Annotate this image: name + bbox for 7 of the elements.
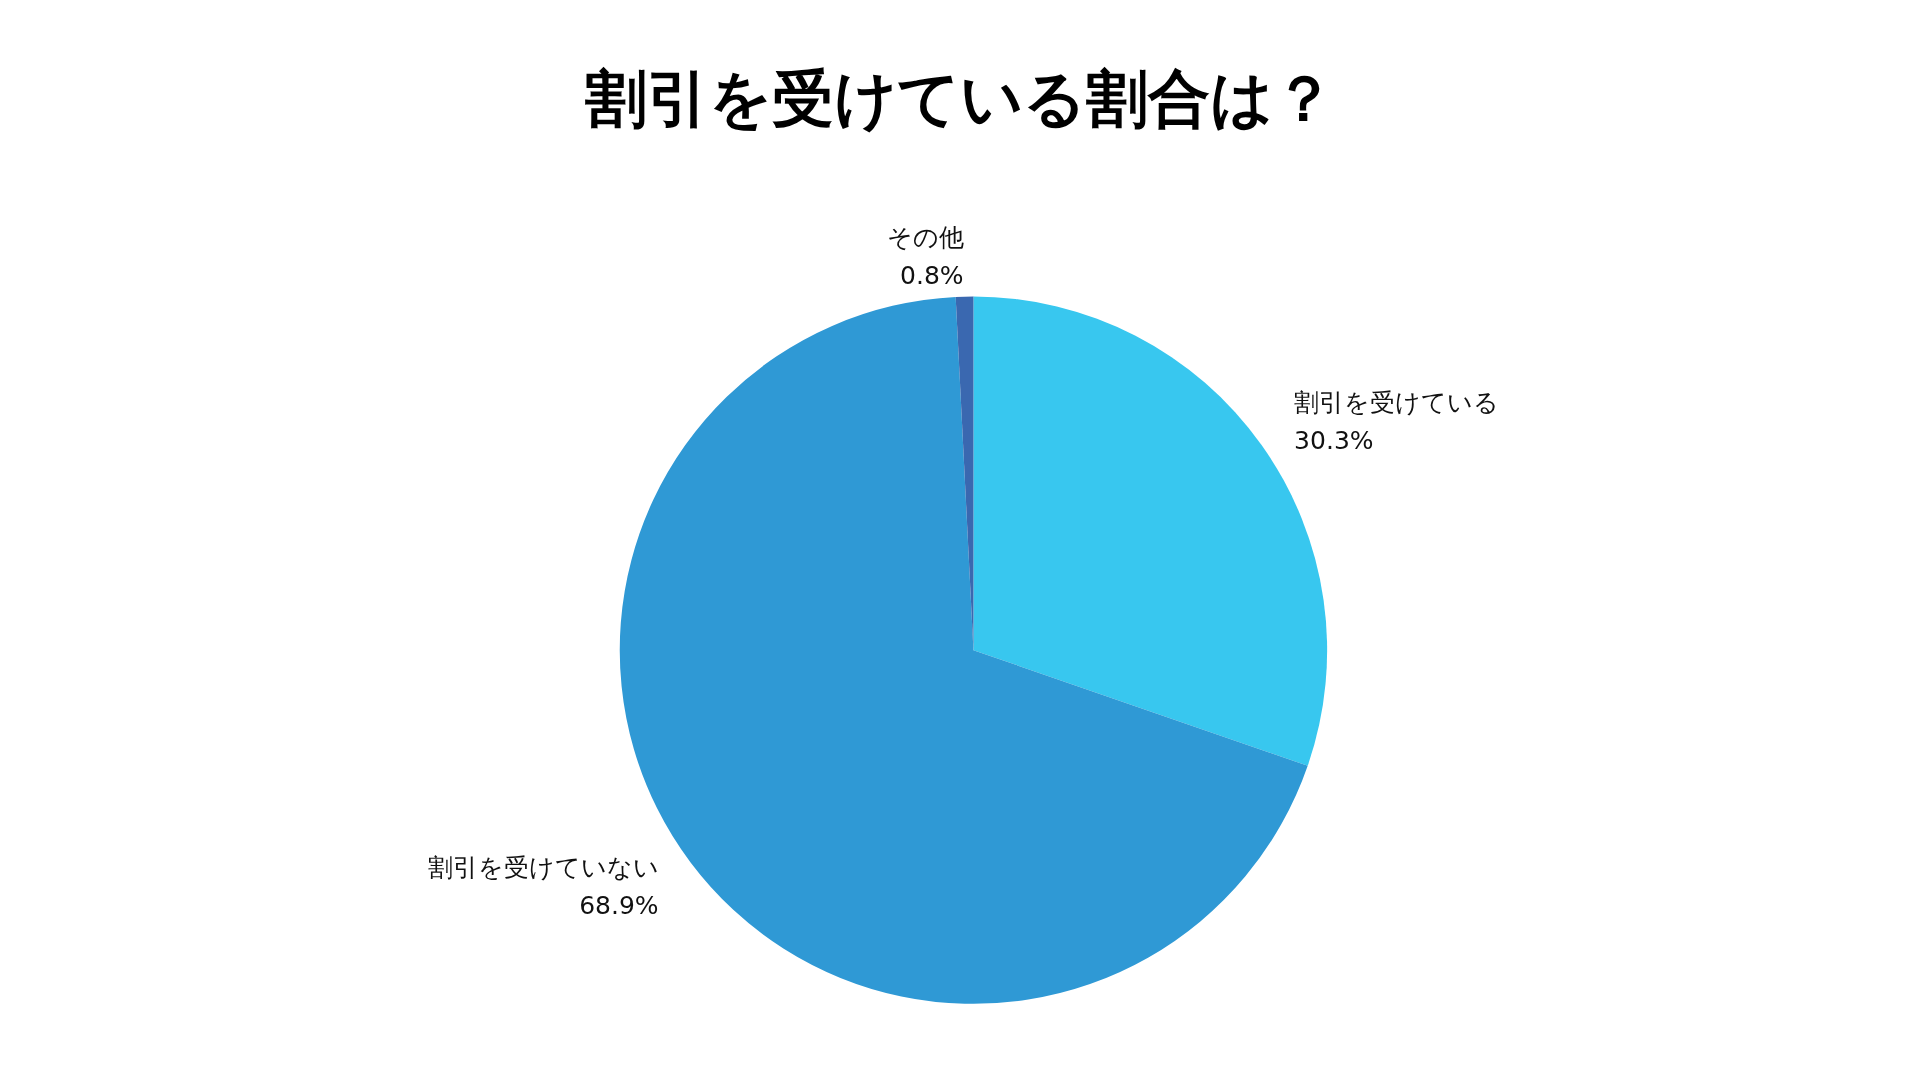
data-label: 30.3% [1294,426,1374,456]
data-label: 68.9% [579,891,659,921]
slice-label: 割引を受けていない [427,853,659,883]
slice-label: その他 [886,223,964,253]
chart-title: 割引を受けている割合は？ [585,61,1335,135]
data-label: 0.8% [900,261,964,291]
slice-label: 割引を受けている [1294,388,1500,418]
